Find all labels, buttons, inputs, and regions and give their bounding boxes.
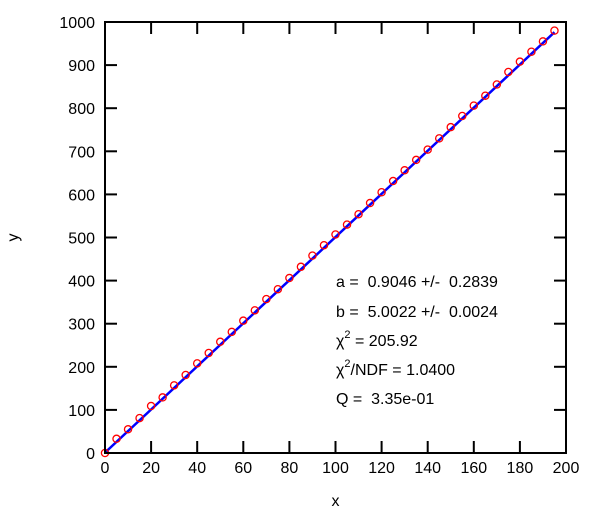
data-point bbox=[458, 111, 467, 121]
data-point bbox=[192, 359, 202, 368]
data-point bbox=[112, 434, 121, 444]
data-point bbox=[204, 348, 213, 358]
x-tick-label: 40 bbox=[188, 460, 206, 477]
data-point bbox=[158, 393, 167, 402]
data-point bbox=[342, 220, 352, 229]
x-tick-label: 140 bbox=[414, 460, 441, 477]
data-point bbox=[215, 337, 225, 347]
data-point bbox=[446, 122, 455, 132]
y-tick-label: 600 bbox=[68, 187, 95, 204]
y-tick-label: 700 bbox=[68, 144, 95, 161]
fit-param-a: a = 0.9046 +/- 0.2839 bbox=[336, 274, 498, 291]
data-point bbox=[308, 251, 317, 260]
x-tick-label: 80 bbox=[281, 460, 299, 477]
data-point bbox=[527, 47, 536, 56]
x-tick-label: 200 bbox=[553, 460, 580, 477]
chi-square-per-ndf: χ2/NDF = 1.0400 bbox=[336, 358, 455, 379]
q-value: Q = 3.35e-01 bbox=[336, 391, 434, 408]
x-tick-label: 0 bbox=[101, 460, 110, 477]
data-point bbox=[492, 80, 502, 89]
data-point bbox=[538, 37, 548, 46]
data-point bbox=[365, 198, 375, 208]
data-points-layer bbox=[100, 26, 559, 458]
data-point bbox=[181, 370, 190, 380]
y-tick-label: 900 bbox=[68, 58, 95, 75]
data-point bbox=[469, 101, 479, 110]
x-axis-label: x bbox=[332, 493, 340, 510]
data-point bbox=[388, 176, 398, 186]
plot-frame bbox=[104, 21, 567, 454]
x-axis-ticks: 0 20 40 60 80 100 120 140 160 180 200 bbox=[101, 22, 580, 477]
data-point bbox=[481, 91, 490, 100]
y-tick-label: 1000 bbox=[59, 15, 95, 32]
data-point bbox=[262, 294, 271, 304]
data-point bbox=[331, 230, 340, 239]
data-point bbox=[550, 26, 559, 35]
data-point bbox=[377, 187, 386, 197]
x-tick-label: 180 bbox=[507, 460, 534, 477]
x-tick-label: 60 bbox=[234, 460, 252, 477]
data-point bbox=[400, 166, 409, 175]
data-point bbox=[354, 209, 363, 219]
x-tick-label: 160 bbox=[460, 460, 487, 477]
y-axis-label: y bbox=[5, 234, 22, 242]
x-tick-label: 100 bbox=[322, 460, 349, 477]
data-point bbox=[504, 67, 513, 77]
y-tick-label: 400 bbox=[68, 274, 95, 291]
data-point bbox=[285, 273, 294, 283]
data-point bbox=[135, 413, 144, 423]
fit-param-b: b = 5.0022 +/- 0.0024 bbox=[336, 304, 498, 321]
data-point bbox=[319, 241, 329, 250]
y-tick-label: 500 bbox=[68, 231, 95, 248]
y-tick-label: 300 bbox=[68, 317, 95, 334]
data-point bbox=[515, 57, 525, 66]
fit-line-layer bbox=[104, 31, 556, 454]
data-point bbox=[146, 401, 156, 411]
data-point bbox=[296, 262, 306, 272]
x-tick-label: 120 bbox=[368, 460, 395, 477]
data-point bbox=[169, 381, 179, 390]
data-point bbox=[423, 145, 432, 154]
x-tick-label: 20 bbox=[142, 460, 160, 477]
data-point bbox=[239, 316, 248, 325]
y-tick-label: 800 bbox=[68, 101, 95, 118]
data-point bbox=[273, 284, 283, 294]
y-tick-label: 200 bbox=[68, 360, 95, 377]
data-point bbox=[411, 155, 421, 165]
fit-results-annotation: a = 0.9046 +/- 0.2839 b = 5.0022 +/- 0.0… bbox=[336, 274, 498, 408]
chi-square: χ2 = 205.92 bbox=[336, 329, 418, 350]
y-tick-label: 0 bbox=[86, 446, 95, 463]
data-point bbox=[227, 327, 237, 337]
data-point bbox=[250, 306, 260, 315]
data-point bbox=[123, 425, 133, 434]
data-point bbox=[434, 134, 444, 143]
fit-line bbox=[104, 31, 556, 454]
y-tick-label: 100 bbox=[68, 403, 95, 420]
